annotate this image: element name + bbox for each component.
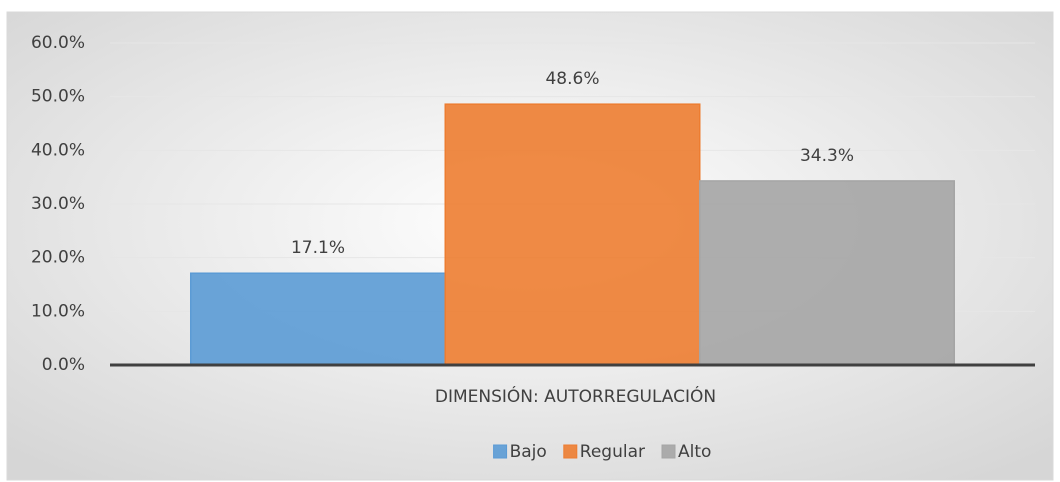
legend-swatch bbox=[563, 444, 578, 459]
bar bbox=[699, 180, 955, 366]
x-tick-label: DIMENSIÓN: AUTORREGULACIÓN bbox=[435, 385, 716, 407]
legend-label: Bajo bbox=[510, 442, 547, 462]
data-label: 17.1% bbox=[291, 238, 345, 258]
legend-swatch bbox=[661, 444, 676, 459]
bar bbox=[444, 103, 701, 366]
y-tick-label: 30.0% bbox=[31, 194, 85, 214]
legend-label: Alto bbox=[678, 442, 711, 462]
data-label: 48.6% bbox=[545, 69, 599, 89]
y-tick-label: 0.0% bbox=[42, 355, 85, 375]
bar bbox=[190, 272, 446, 366]
legend-label: Regular bbox=[580, 442, 645, 462]
y-tick-label: 50.0% bbox=[31, 87, 85, 107]
y-tick-label: 10.0% bbox=[31, 301, 85, 321]
y-tick-label: 60.0% bbox=[31, 33, 85, 53]
y-tick-label: 20.0% bbox=[31, 248, 85, 268]
data-label: 34.3% bbox=[800, 146, 854, 166]
legend-swatch bbox=[493, 444, 508, 459]
y-tick-label: 40.0% bbox=[31, 140, 85, 160]
